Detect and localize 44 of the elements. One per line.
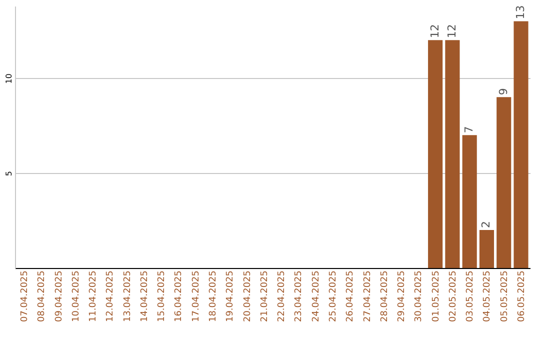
x-tick-label: 15.04.2025 [157,270,168,322]
x-tick-label: 04.05.2025 [482,270,493,322]
y-tick-label: 10 [4,74,14,84]
x-tick-label: 26.04.2025 [346,270,356,322]
x-tick-label: 03.05.2025 [466,270,476,322]
x-tick-label: 06.05.2025 [517,270,528,322]
x-tick-label: 05.05.2025 [500,270,510,322]
x-tick-label: 09.04.2025 [54,270,64,322]
data-label: 12 [428,24,442,38]
data-label: 7 [462,126,476,134]
y-tick-label: 5 [4,171,14,176]
x-tick-label: 28.04.2025 [380,270,390,322]
x-tick-label: 17.04.2025 [191,270,202,322]
x-tick-label: 16.04.2025 [174,270,184,322]
x-tick-label: 29.04.2025 [397,270,408,322]
bar [479,230,494,268]
data-label: 2 [480,221,493,228]
x-tick-label: 30.04.2025 [414,270,424,322]
data-label: 9 [496,88,510,96]
x-tick-label: 22.04.2025 [277,270,288,322]
x-tick-label: 25.04.2025 [328,270,338,322]
x-tick-label: 23.04.2025 [294,270,304,322]
bar [514,21,528,268]
data-label: 12 [445,24,458,38]
bar [428,40,443,268]
bar [445,40,460,268]
x-tick-label: 08.04.2025 [37,270,48,322]
x-tick-label: 24.04.2025 [311,270,322,322]
x-tick-label: 13.04.2025 [122,270,133,322]
x-tick-label: 14.04.2025 [140,270,150,322]
x-tick-label: 11.04.2025 [88,270,99,322]
bar [462,135,477,268]
x-tick-label: 20.04.2025 [242,270,253,322]
x-tick-label: 12.04.2025 [106,270,116,322]
bar [496,97,512,268]
x-tick-label: 10.04.2025 [71,270,82,322]
x-tick-label: 02.05.2025 [448,270,458,322]
x-tick-label: 19.04.2025 [226,270,236,322]
x-tick-label: 18.04.2025 [208,270,219,322]
x-tick-label: 07.04.2025 [20,270,30,322]
x-tick-label: 21.04.2025 [260,270,270,322]
x-tick-label: 27.04.2025 [362,270,373,322]
x-tick-label: 01.05.2025 [431,270,442,322]
data-label: 13 [514,5,528,20]
